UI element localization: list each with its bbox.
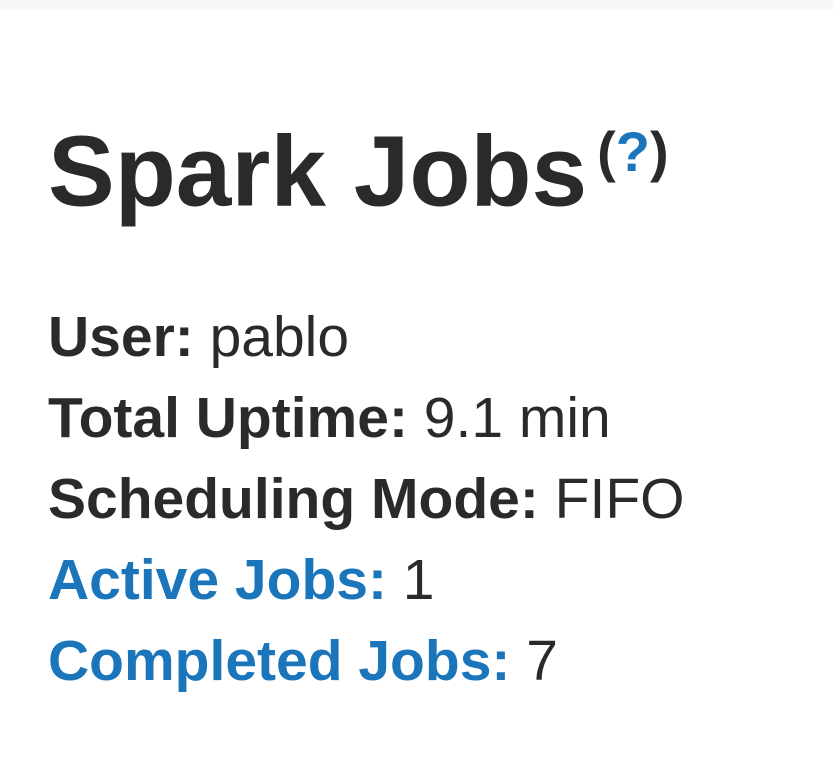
page-title: Spark Jobs (?)	[48, 94, 833, 229]
help-question-mark-link[interactable]: ?	[615, 120, 650, 183]
help-open-paren: (	[597, 120, 616, 183]
summary-item-scheduling-mode: Scheduling Mode: FIFO	[48, 459, 833, 540]
help-close-paren: )	[650, 120, 669, 183]
completed-jobs-link[interactable]: Completed Jobs:	[48, 629, 510, 693]
scheduling-mode-value: FIFO	[554, 467, 685, 532]
top-strip	[0, 0, 833, 10]
jobs-page-content: Spark Jobs (?) User: pablo Total Uptime: …	[0, 10, 833, 702]
active-jobs-count: 1	[402, 548, 435, 613]
user-value: pablo	[209, 305, 350, 370]
completed-jobs-label: Completed Jobs:	[48, 629, 511, 694]
total-uptime-value: 9.1 min	[423, 386, 611, 451]
help-tooltip: (?)	[597, 120, 669, 183]
active-jobs-link[interactable]: Active Jobs:	[48, 548, 387, 612]
active-jobs-label: Active Jobs:	[48, 548, 387, 613]
page-title-text: Spark Jobs	[48, 115, 588, 228]
summary-item-user: User: pablo	[48, 297, 833, 378]
job-summary-list: User: pablo Total Uptime: 9.1 min Schedu…	[48, 297, 833, 702]
summary-item-total-uptime: Total Uptime: 9.1 min	[48, 378, 833, 459]
completed-jobs-count: 7	[526, 629, 558, 694]
user-label: User:	[48, 305, 194, 370]
summary-item-active-jobs: Active Jobs: 1	[48, 540, 833, 621]
summary-item-completed-jobs: Completed Jobs: 7	[48, 621, 833, 702]
scheduling-mode-label: Scheduling Mode:	[48, 467, 539, 532]
total-uptime-label: Total Uptime:	[48, 386, 408, 451]
